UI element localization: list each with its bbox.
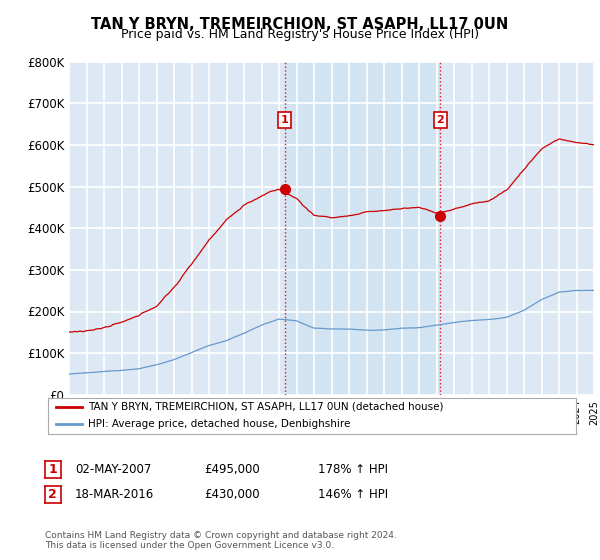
Text: £430,000: £430,000 xyxy=(204,488,260,501)
Text: 18-MAR-2016: 18-MAR-2016 xyxy=(75,488,154,501)
Text: £495,000: £495,000 xyxy=(204,463,260,476)
Text: 2: 2 xyxy=(436,115,444,125)
Text: 1: 1 xyxy=(281,115,289,125)
Text: TAN Y BRYN, TREMEIRCHION, ST ASAPH, LL17 0UN (detached house): TAN Y BRYN, TREMEIRCHION, ST ASAPH, LL17… xyxy=(88,402,443,412)
Text: 02-MAY-2007: 02-MAY-2007 xyxy=(75,463,151,476)
Text: 178% ↑ HPI: 178% ↑ HPI xyxy=(318,463,388,476)
Text: HPI: Average price, detached house, Denbighshire: HPI: Average price, detached house, Denb… xyxy=(88,419,350,429)
Text: TAN Y BRYN, TREMEIRCHION, ST ASAPH, LL17 0UN: TAN Y BRYN, TREMEIRCHION, ST ASAPH, LL17… xyxy=(91,17,509,32)
Text: Contains HM Land Registry data © Crown copyright and database right 2024.
This d: Contains HM Land Registry data © Crown c… xyxy=(45,531,397,550)
Text: 146% ↑ HPI: 146% ↑ HPI xyxy=(318,488,388,501)
Text: 2: 2 xyxy=(49,488,57,501)
Bar xyxy=(285,62,440,395)
Text: 1: 1 xyxy=(49,463,57,476)
Text: Price paid vs. HM Land Registry's House Price Index (HPI): Price paid vs. HM Land Registry's House … xyxy=(121,28,479,41)
